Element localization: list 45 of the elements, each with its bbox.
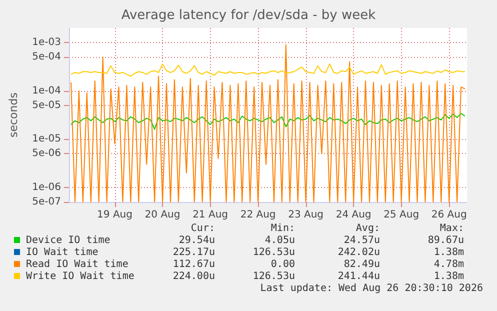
chart-title: Average latency for /dev/sda - by week <box>121 8 376 23</box>
x-tick-label: 26 Aug <box>431 210 467 220</box>
y-axis-title: seconds <box>7 92 20 138</box>
text: 1.38m <box>434 247 464 259</box>
text: 0.00 <box>270 259 295 271</box>
text: 224.00u <box>172 271 215 283</box>
legend-label: Write IO Wait time <box>26 271 134 283</box>
y-tick-label: 5e-05 <box>32 100 61 111</box>
text: Cur: <box>190 223 215 235</box>
legend-label: Device IO time <box>26 235 110 247</box>
text: 4.05u <box>264 235 295 247</box>
text: 241.44u <box>338 271 380 283</box>
y-tick-label: 1e-03 <box>32 37 61 48</box>
text: Min: <box>270 223 295 235</box>
line-series <box>70 63 466 77</box>
y-tick-label: 1e-05 <box>32 134 61 145</box>
text: 112.67u <box>172 259 215 271</box>
text: 126.53u <box>252 247 295 259</box>
y-tick-label: 1e-06 <box>32 182 61 193</box>
text: 1.38m <box>434 271 464 283</box>
text: 24.57u <box>344 235 380 247</box>
line-series <box>70 112 466 130</box>
x-tick-label: 23 Aug <box>288 210 324 220</box>
text: Last update: Wed Aug 26 20:30:10 2026 <box>260 283 483 295</box>
text: 89.67u <box>428 235 464 247</box>
y-tick-label: 1e-04 <box>32 85 61 96</box>
x-tick-label: 19 Aug <box>97 210 132 220</box>
text: 4.78m <box>434 259 464 271</box>
text: Max: <box>440 223 464 235</box>
y-tick-label: 5e-04 <box>32 52 61 63</box>
text: 29.54u <box>178 235 215 247</box>
legend-label: Read IO Wait time <box>26 259 128 271</box>
x-tick-label: 20 Aug <box>144 210 180 220</box>
legend-label: IO Wait time <box>26 247 98 259</box>
x-tick-label: 25 Aug <box>384 210 420 220</box>
x-tick-label: 24 Aug <box>336 210 372 220</box>
text: 82.49u <box>344 259 380 271</box>
text: 126.53u <box>252 271 295 283</box>
text: Avg: <box>356 223 380 235</box>
text: 242.02u <box>338 247 380 259</box>
text: 225.17u <box>172 247 215 259</box>
y-tick-label: 5e-06 <box>32 148 61 160</box>
x-tick-label: 21 Aug <box>192 210 228 220</box>
y-tick-label: 5e-07 <box>32 196 61 208</box>
x-tick-label: 22 Aug <box>240 210 276 220</box>
